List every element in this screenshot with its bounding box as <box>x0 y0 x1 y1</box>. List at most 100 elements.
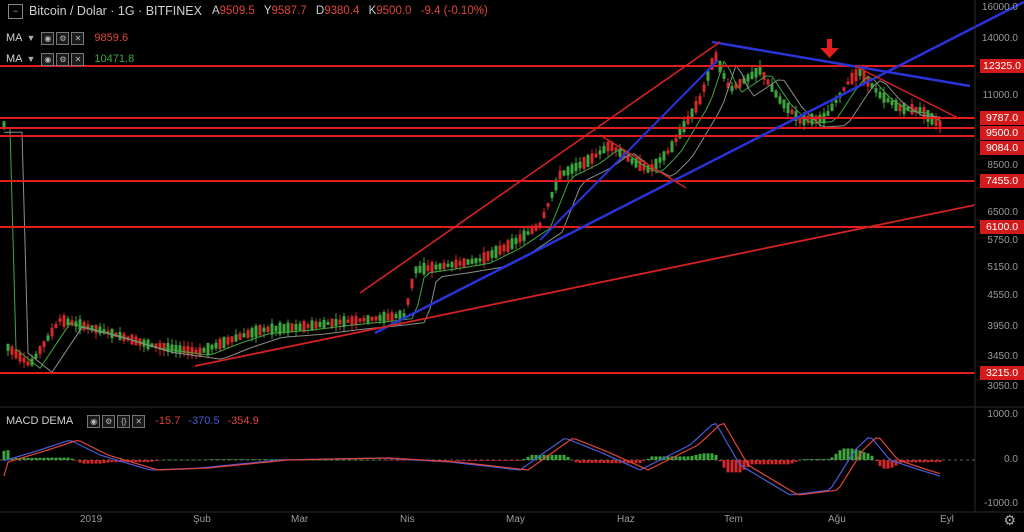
macd-bar <box>758 460 762 465</box>
candle-body <box>398 310 402 321</box>
indicator-value: 10471.8 <box>94 53 135 65</box>
macd-bar <box>602 460 606 463</box>
macd-bar <box>574 460 578 463</box>
candle-body <box>626 155 630 162</box>
macd-bar <box>570 459 574 461</box>
macd-bar <box>262 459 266 460</box>
close-icon[interactable]: ✕ <box>71 52 85 66</box>
macd-bar <box>70 458 74 460</box>
candle-body <box>766 79 770 85</box>
candle-body <box>206 342 210 355</box>
macd-bar <box>702 453 706 460</box>
macd-bar <box>42 457 46 460</box>
macd-bar <box>250 459 254 460</box>
macd-bar <box>438 460 442 461</box>
candle-body <box>842 87 846 91</box>
price-tick: 8500.0 <box>987 160 1018 171</box>
close-icon[interactable]: ✕ <box>71 31 85 45</box>
price-badge: 12325.0 <box>980 59 1024 73</box>
code-icon[interactable]: {} <box>117 414 131 428</box>
indicator-row-ma-2[interactable]: MA ▼ ◉ ⚙ ✕ 10471.8 <box>6 51 134 67</box>
macd-bar <box>778 460 782 465</box>
macd-line <box>3 422 941 496</box>
macd-bar <box>690 455 694 460</box>
candle-body <box>74 321 78 327</box>
candle-body <box>782 99 786 109</box>
price-tick: 5150.0 <box>987 262 1018 273</box>
indicator-row-ma-1[interactable]: MA ▼ ◉ ⚙ ✕ 9859.6 <box>6 30 128 46</box>
ohlc-low-label: D <box>315 5 325 17</box>
candle-body <box>582 157 586 169</box>
gear-icon[interactable]: ⚙ <box>56 52 70 66</box>
close-icon[interactable]: ✕ <box>132 414 146 428</box>
chevron-down-icon[interactable]: ▼ <box>26 54 36 64</box>
square-icon[interactable]: − <box>8 3 23 19</box>
macd-bar <box>222 459 226 460</box>
candle-body <box>70 320 74 326</box>
macd-bar <box>198 459 202 461</box>
candle-body <box>774 90 778 98</box>
symbol-title[interactable]: Bitcoin / Dolar · 1G · BITFINEX <box>29 4 202 18</box>
macd-bar <box>530 454 534 460</box>
candle-body <box>870 83 874 89</box>
candle-body <box>502 244 506 252</box>
candle-body <box>86 324 90 330</box>
macd-bar <box>466 460 470 461</box>
macd-bar <box>734 460 738 473</box>
candle-body <box>234 334 238 342</box>
candle-body <box>638 159 642 171</box>
macd-bar <box>498 460 502 461</box>
macd-bar <box>830 457 834 460</box>
indicator-label: MA <box>6 53 23 65</box>
macd-bar <box>362 459 366 461</box>
eye-icon[interactable]: ◉ <box>41 52 55 66</box>
candle-body <box>102 329 106 334</box>
macd-bar <box>826 459 830 460</box>
macd-legend[interactable]: MACD DEMA ◉ ⚙ {} ✕ -15.7 -370.5 -354.9 <box>6 413 259 429</box>
eye-icon[interactable]: ◉ <box>87 414 101 428</box>
macd-bar <box>230 459 234 460</box>
candle-body <box>226 337 230 345</box>
price-tick: 3450.0 <box>987 351 1018 362</box>
ma-line <box>4 64 941 374</box>
macd-tick: 0.0 <box>1004 454 1018 465</box>
macd-bar <box>186 459 190 461</box>
gear-icon[interactable]: ⚙ <box>102 414 116 428</box>
macd-bar <box>794 460 798 462</box>
candle-body <box>326 321 330 326</box>
macd-bar <box>586 460 590 463</box>
macd-bar <box>686 456 690 460</box>
ohlc-close-value: 9500.0 <box>376 5 412 17</box>
macd-bar <box>26 457 30 460</box>
macd-bar <box>918 460 922 463</box>
candle-body <box>162 343 166 351</box>
candle-body <box>738 79 742 88</box>
macd-bar <box>738 460 742 473</box>
candle-body <box>230 336 234 343</box>
macd-bar <box>934 460 938 463</box>
macd-bar <box>834 453 838 460</box>
gear-icon[interactable]: ⚙ <box>56 31 70 45</box>
trendline-red-flag <box>599 134 687 189</box>
candle-body <box>286 322 290 334</box>
trendline-blue-support <box>374 0 1024 335</box>
macd-bar <box>146 460 150 463</box>
chevron-down-icon[interactable]: ▼ <box>26 33 36 43</box>
macd-bar <box>386 460 390 461</box>
macd-bar <box>654 456 658 460</box>
macd-bar <box>890 460 894 468</box>
candle-body <box>194 349 198 354</box>
macd-bar <box>214 459 218 460</box>
macd-bar <box>582 460 586 463</box>
macd-line <box>3 422 941 496</box>
macd-bar <box>170 459 174 461</box>
eye-icon[interactable]: ◉ <box>41 31 55 45</box>
candle-body <box>466 259 470 265</box>
macd-bar <box>246 459 250 460</box>
macd-bar <box>638 460 642 464</box>
macd-bar <box>94 460 98 464</box>
candle-body <box>598 150 602 155</box>
macd-bar <box>46 457 50 460</box>
gear-icon[interactable]: ⚙ <box>1003 512 1016 528</box>
